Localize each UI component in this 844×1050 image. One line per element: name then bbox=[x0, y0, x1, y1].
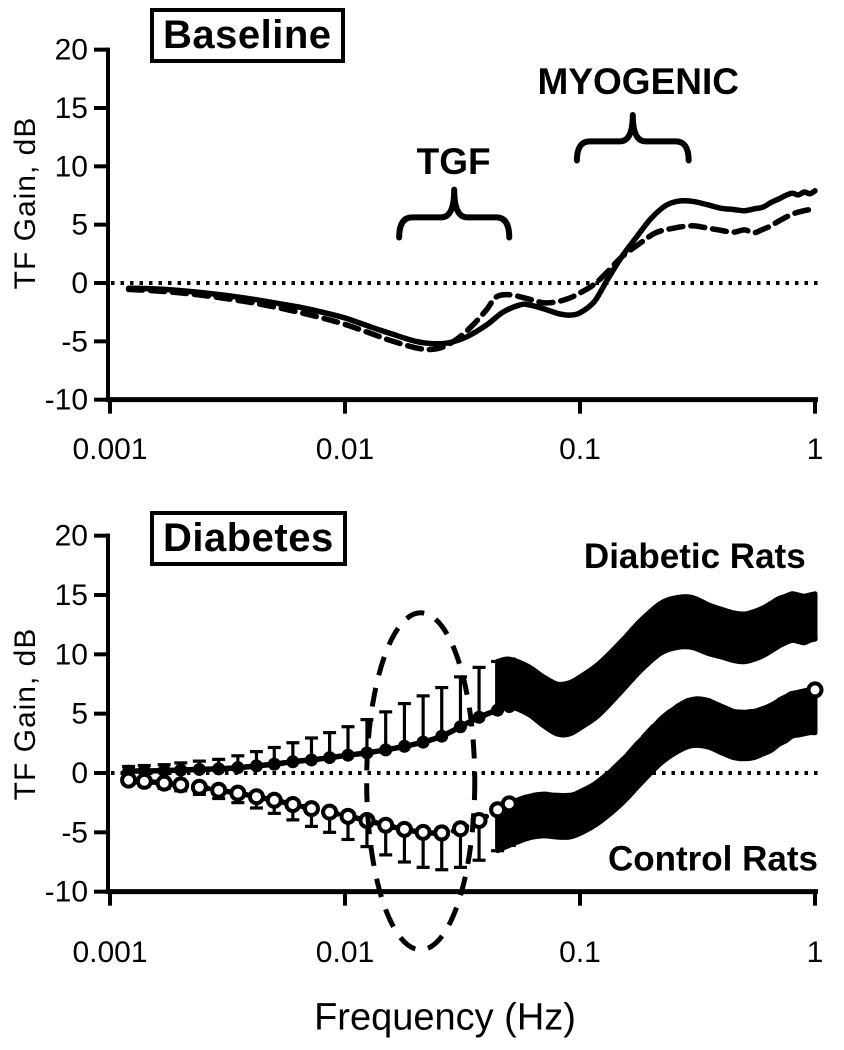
y-axis-label-top: TF Gain, dB bbox=[9, 116, 42, 290]
filled-circle-marker bbox=[397, 739, 411, 753]
y-tick-label: 20 bbox=[55, 520, 88, 553]
myogenic-label: MYOGENIC bbox=[538, 61, 739, 102]
y-tick-label: -5 bbox=[61, 325, 88, 358]
filled-circle-marker bbox=[286, 755, 300, 769]
tgf-region-highlight-ellipse bbox=[364, 610, 478, 953]
filled-circle-marker bbox=[249, 759, 263, 773]
x-tick-label: 1 bbox=[807, 433, 824, 466]
y-tick-label: 15 bbox=[55, 92, 88, 125]
y-tick-label: -5 bbox=[61, 816, 88, 849]
filled-circle-marker bbox=[231, 761, 245, 775]
x-tick-label: 0.01 bbox=[316, 936, 374, 969]
filled-circle-marker bbox=[491, 703, 505, 717]
y-axis-label-bottom: TF Gain, dB bbox=[9, 627, 42, 801]
open-circle-marker bbox=[302, 800, 320, 818]
diabetic-rats-series bbox=[122, 591, 818, 778]
open-circle-marker bbox=[377, 816, 395, 834]
open-circle-marker bbox=[395, 820, 413, 838]
y-tick-label: 10 bbox=[55, 150, 88, 183]
open-circle-marker bbox=[135, 772, 153, 790]
filled-circle-marker bbox=[435, 729, 449, 743]
open-circle-marker bbox=[500, 795, 518, 813]
y-tick-label: 0 bbox=[71, 267, 88, 300]
filled-circle-marker bbox=[212, 762, 226, 776]
filled-circle-marker bbox=[323, 751, 337, 765]
open-circle-marker bbox=[172, 776, 190, 794]
open-circle-marker bbox=[451, 820, 469, 838]
control-rats-series bbox=[120, 681, 824, 872]
x-tick-label: 0.001 bbox=[72, 936, 147, 969]
baseline-panel-title: Baseline bbox=[150, 8, 345, 63]
y-tick-label: 0 bbox=[71, 757, 88, 790]
filled-circle-marker bbox=[341, 748, 355, 762]
filled-circle-marker bbox=[472, 710, 486, 724]
filled-circle-marker bbox=[174, 763, 188, 777]
x-tick-label: 0.1 bbox=[559, 936, 601, 969]
diabetes-panel-plot: Diabetic Rats Control Rats 20 15 10 5 0 -5 -10 0.… bbox=[45, 520, 824, 969]
filled-circle-marker bbox=[379, 743, 393, 757]
filled-circle-marker bbox=[416, 735, 430, 749]
y-tick-label: -10 bbox=[45, 876, 88, 909]
baseline-panel-plot: TGF MYOGENIC 20 15 10 5 0 -5 -10 0.001 0.01 0.1 1 bbox=[45, 34, 824, 466]
x-tick-label: 0.1 bbox=[559, 433, 601, 466]
x-axis-label: Frequency (Hz) bbox=[314, 996, 576, 1039]
filled-circle-marker bbox=[304, 753, 318, 767]
y-tick-label: 15 bbox=[55, 579, 88, 612]
dashed-curve-line bbox=[125, 206, 818, 353]
diabetes-panel-title: Diabetes bbox=[150, 511, 347, 566]
x-tick-label: 0.001 bbox=[72, 433, 147, 466]
y-tick-label: 10 bbox=[55, 638, 88, 671]
filled-circle-marker bbox=[453, 720, 467, 734]
open-circle-marker bbox=[339, 807, 357, 825]
filled-circle-marker bbox=[192, 762, 206, 776]
solid-curve-series bbox=[125, 188, 818, 347]
y-tick-label: 5 bbox=[71, 209, 88, 242]
x-tick-label: 1 bbox=[807, 936, 824, 969]
open-circle-marker bbox=[806, 681, 824, 699]
open-circle-marker bbox=[265, 791, 283, 809]
open-circle-marker bbox=[190, 778, 208, 796]
open-circle-marker bbox=[210, 781, 228, 799]
open-circle-marker bbox=[284, 795, 302, 813]
filled-circle-marker bbox=[157, 764, 171, 778]
filled-circle-marker bbox=[502, 700, 516, 714]
open-circle-marker bbox=[155, 774, 173, 792]
open-circle-marker bbox=[229, 784, 247, 802]
open-circle-marker bbox=[120, 771, 138, 789]
x-tick-label: 0.01 bbox=[316, 433, 374, 466]
tgf-brace bbox=[396, 186, 513, 241]
control-rats-label: Control Rats bbox=[608, 839, 818, 878]
tgf-label: TGF bbox=[417, 141, 491, 182]
dashed-curve-series bbox=[125, 206, 818, 353]
y-tick-label: -10 bbox=[45, 384, 88, 417]
y-tick-label: 5 bbox=[71, 698, 88, 731]
filled-circle-marker bbox=[267, 757, 281, 771]
solid-curve-line bbox=[125, 188, 818, 347]
open-circle-marker bbox=[247, 788, 265, 806]
open-circle-marker bbox=[433, 824, 451, 842]
myogenic-brace bbox=[573, 111, 692, 164]
open-circle-marker bbox=[321, 803, 339, 821]
open-circle-marker bbox=[414, 823, 432, 841]
diabetic-rats-label: Diabetic Rats bbox=[584, 537, 806, 576]
y-tick-label: 20 bbox=[55, 34, 88, 67]
